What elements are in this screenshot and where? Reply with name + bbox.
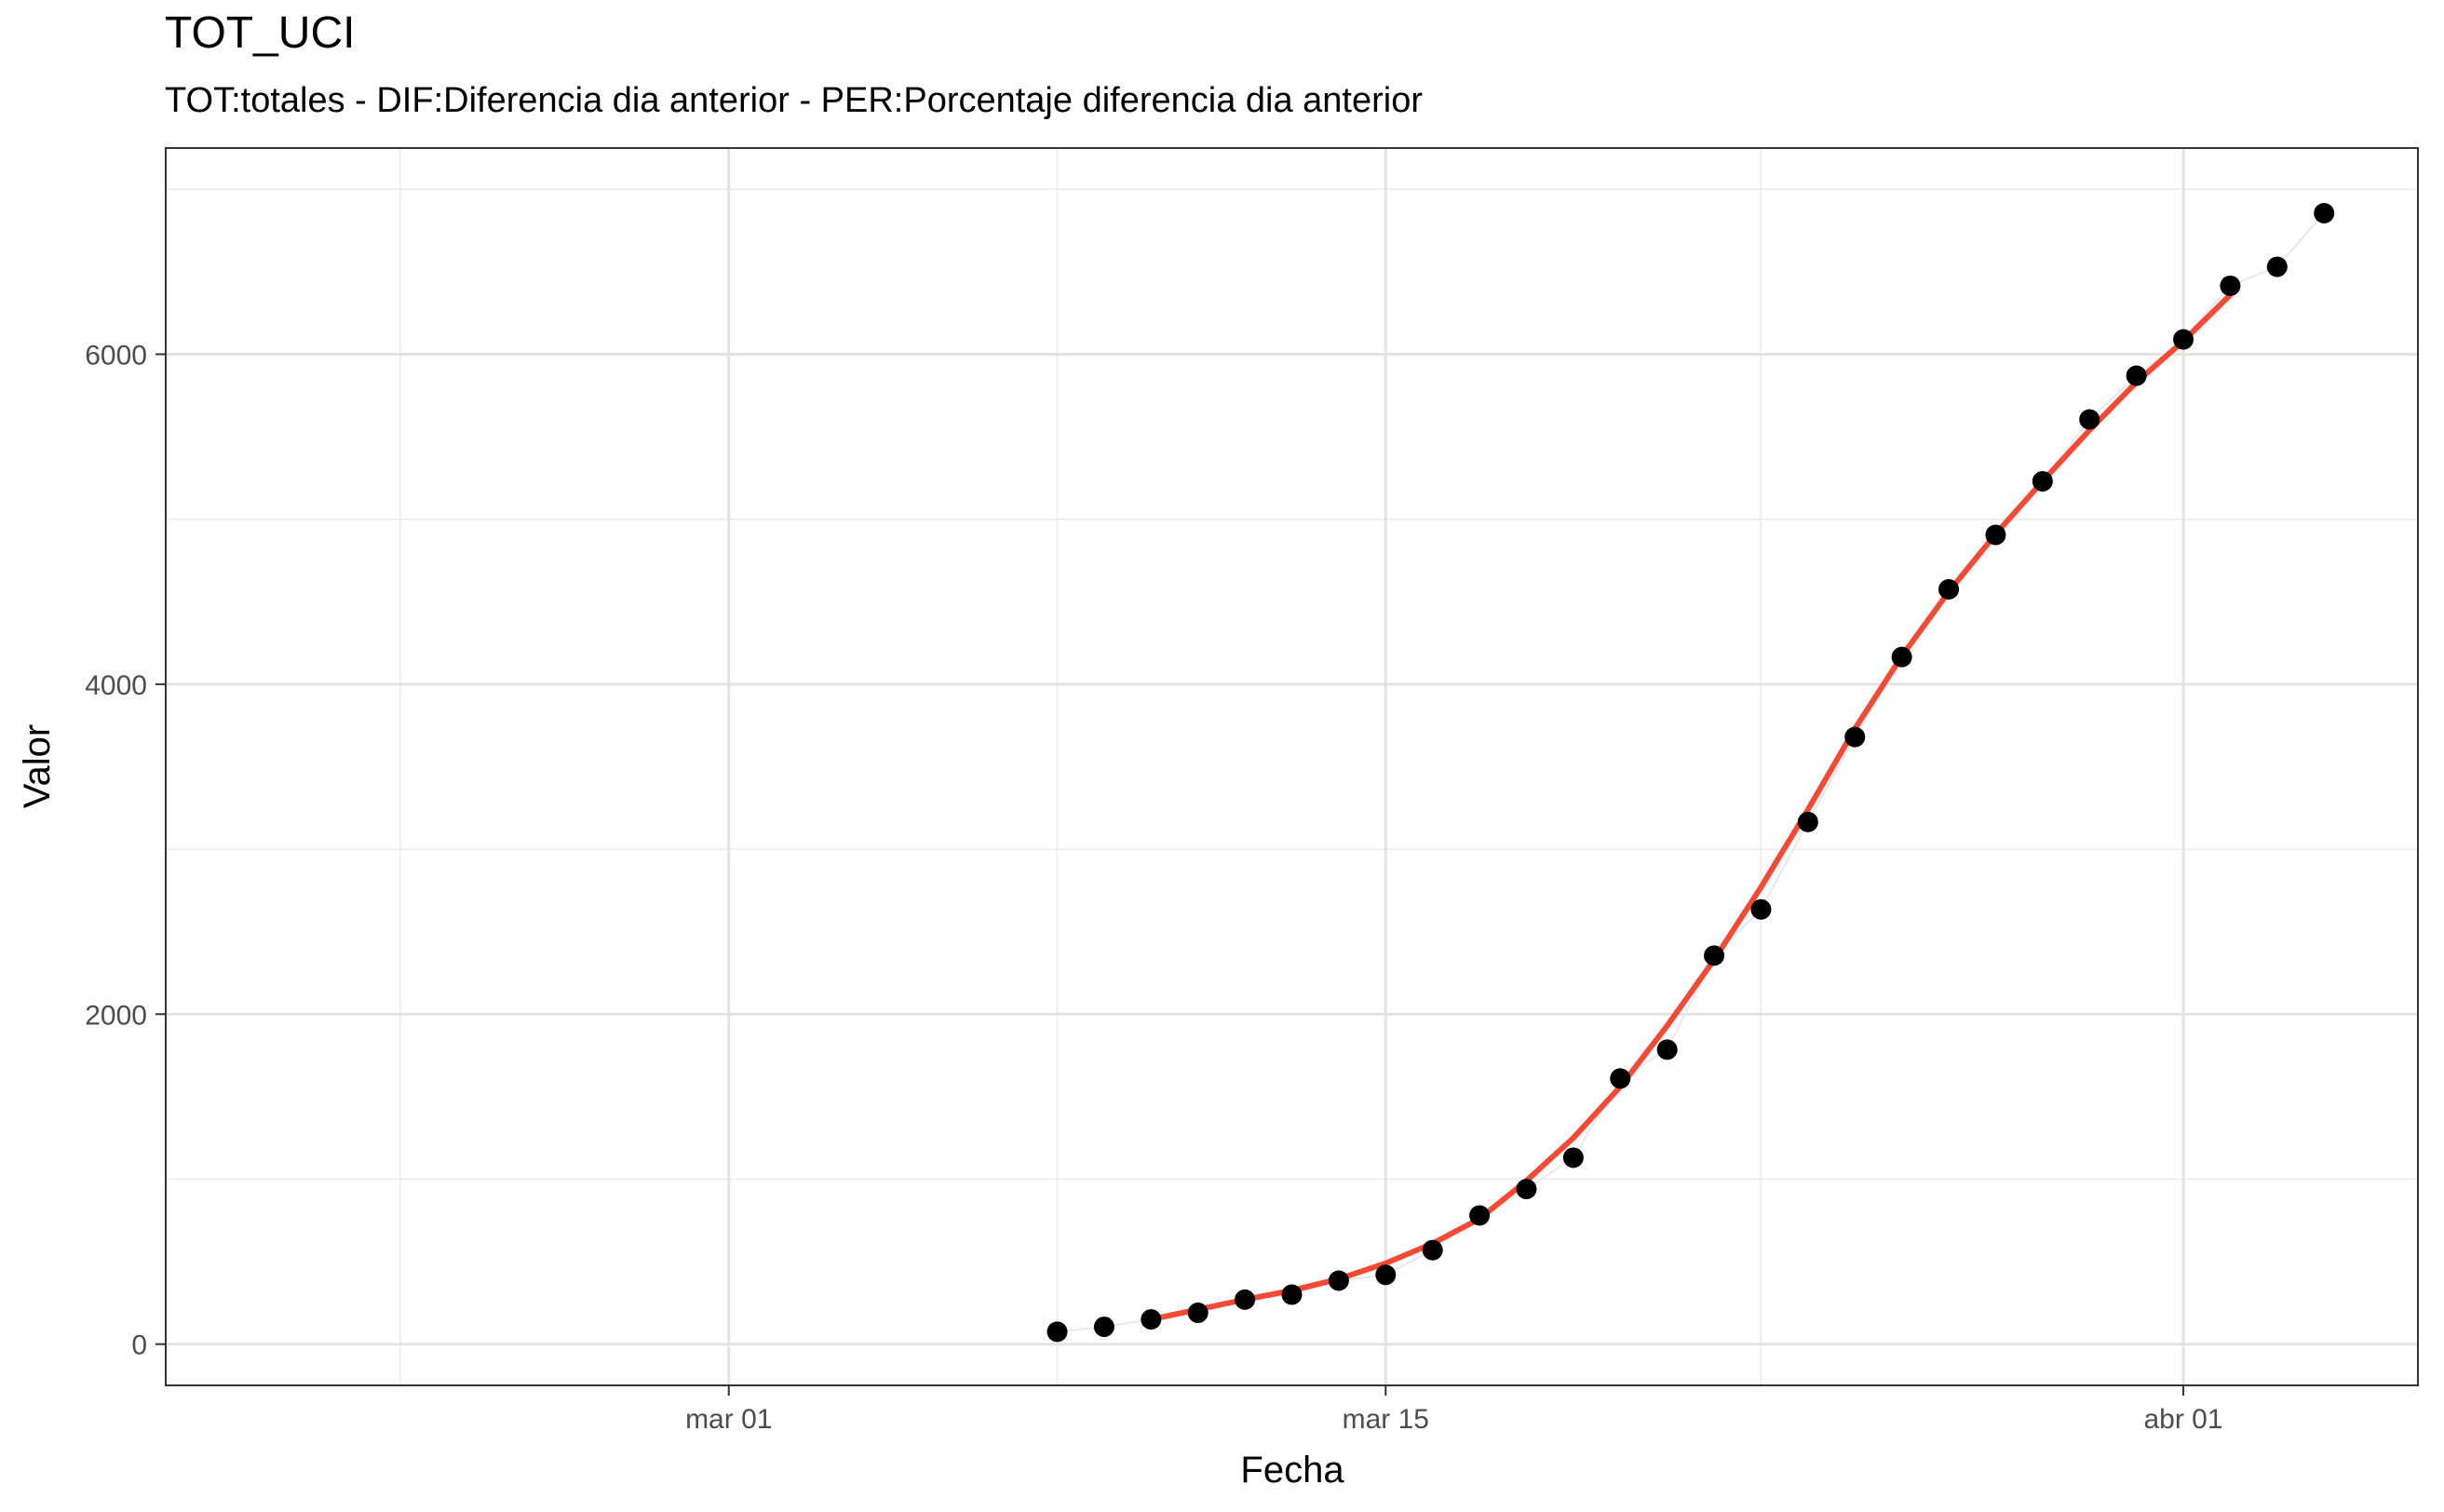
data-point xyxy=(2126,365,2147,386)
y-tick-label: 2000 xyxy=(85,1000,147,1031)
tick-layer: 0 2000 4000 6000 mar 01 mar 15 abr 01 xyxy=(85,341,2222,1436)
data-point xyxy=(1891,646,1912,668)
x-tick-label: abr 01 xyxy=(2143,1404,2222,1435)
data-point xyxy=(1328,1270,1349,1291)
data-point xyxy=(1516,1179,1537,1200)
data-point xyxy=(1704,945,1725,966)
x-axis-title: Fecha xyxy=(1240,1450,1344,1491)
data-point xyxy=(1187,1303,1208,1324)
data-point xyxy=(1469,1205,1491,1226)
data-point xyxy=(1281,1284,1303,1305)
chart-title: TOT_UCI xyxy=(165,8,356,58)
data-point xyxy=(1610,1068,1631,1089)
data-point xyxy=(2173,329,2194,350)
data-point xyxy=(2079,409,2100,430)
data-point xyxy=(1422,1239,1443,1261)
data-point xyxy=(1656,1039,1678,1060)
data-point xyxy=(1235,1289,1256,1310)
data-point xyxy=(1046,1321,1068,1343)
x-tick-label: mar 15 xyxy=(1343,1404,1429,1435)
data-point xyxy=(2032,470,2053,492)
data-point xyxy=(1844,726,1866,748)
data-point xyxy=(1985,524,2006,546)
data-point xyxy=(1750,898,1772,920)
data-point xyxy=(1562,1147,1584,1168)
chart-subtitle: TOT:totales - DIF:Diferencia dia anterio… xyxy=(165,81,1424,120)
data-point xyxy=(2314,202,2335,223)
data-layer xyxy=(1046,202,2335,1343)
y-tick-label: 4000 xyxy=(85,670,147,701)
plot-panel-border xyxy=(165,147,2419,1386)
x-tick-label: mar 01 xyxy=(685,1404,772,1435)
y-axis-title: Valor xyxy=(17,724,58,808)
data-point xyxy=(1141,1309,1162,1330)
data-point xyxy=(1093,1316,1114,1338)
data-point xyxy=(1375,1264,1397,1286)
data-point xyxy=(1797,811,1818,832)
y-tick-label: 6000 xyxy=(85,341,147,371)
data-point xyxy=(2220,275,2241,296)
data-point xyxy=(1938,579,1960,601)
data-point xyxy=(2266,256,2288,277)
y-tick-label: 0 xyxy=(131,1330,147,1361)
grid-layer xyxy=(166,148,2418,1385)
